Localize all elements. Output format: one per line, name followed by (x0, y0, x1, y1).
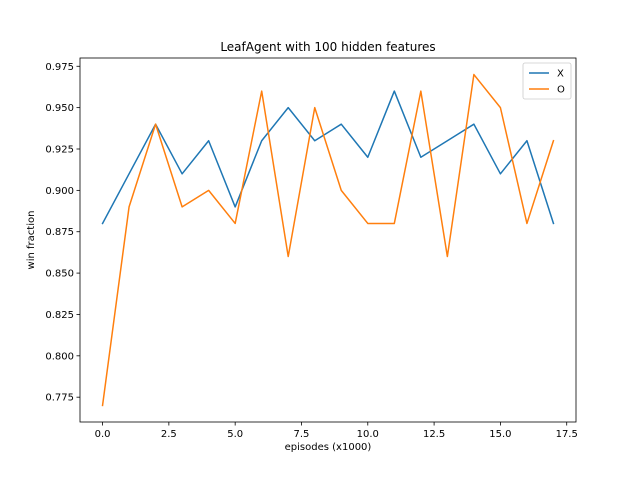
y-tick-label: 0.800 (45, 351, 74, 362)
y-tick-label: 0.950 (45, 103, 74, 114)
legend-label-o: O (557, 85, 565, 96)
x-tick-label: 2.5 (161, 429, 177, 440)
x-tick-label: 15.0 (489, 429, 511, 440)
chart-title: LeafAgent with 100 hidden features (220, 40, 435, 54)
x-tick-label: 7.5 (294, 429, 310, 440)
y-axis-label: win fraction (26, 211, 37, 270)
axes-frame (79, 57, 577, 423)
y-tick-label: 0.975 (45, 62, 74, 73)
y-tick-label: 0.850 (45, 269, 74, 280)
series-line-o (101, 73, 555, 407)
legend-box (522, 62, 572, 100)
series-line-x (101, 90, 555, 225)
x-axis-label: episodes (x1000) (285, 442, 372, 453)
x-tick-label: 12.5 (423, 429, 445, 440)
plot-area: 0.0 2.5 5.0 7.5 10.0 12.5 15.0 17.5 0.775 0.800 0.… (45, 57, 578, 440)
x-tick-label: 0.0 (95, 429, 111, 440)
y-tick-label: 0.925 (45, 145, 74, 156)
y-tick-label: 0.875 (45, 227, 74, 238)
y-tick-label: 0.775 (45, 393, 74, 404)
x-tick-label: 17.5 (556, 429, 578, 440)
legend-label-x: X (557, 69, 564, 80)
x-tick-label: 5.0 (227, 429, 243, 440)
y-tick-label: 0.825 (45, 310, 74, 321)
x-tick-label: 10.0 (357, 429, 379, 440)
legend: XO (522, 62, 572, 100)
y-tick-label: 0.900 (45, 186, 74, 197)
